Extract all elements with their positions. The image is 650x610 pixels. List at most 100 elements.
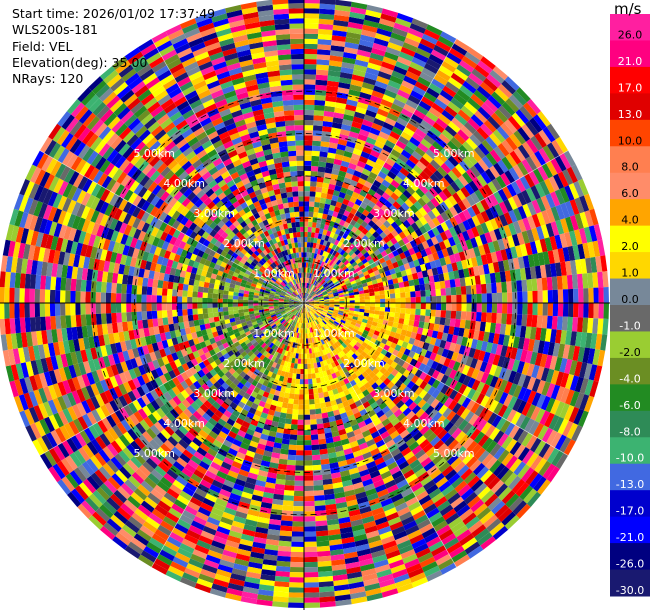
range-bin <box>557 303 564 317</box>
range-bin <box>310 232 316 238</box>
range-bin <box>454 278 461 288</box>
range-bin <box>537 340 545 354</box>
range-bin <box>480 56 496 70</box>
range-bin <box>499 323 507 335</box>
range-bin <box>304 490 315 497</box>
range-bin <box>367 258 375 265</box>
range-bin <box>560 261 567 276</box>
range-bin <box>334 319 341 324</box>
range-bin <box>359 173 369 181</box>
range-bin <box>306 353 310 359</box>
range-bin <box>393 242 401 250</box>
range-bin <box>555 386 566 402</box>
range-bin <box>326 264 331 271</box>
range-bin <box>326 85 339 93</box>
range-bin <box>323 307 329 310</box>
range-bin <box>291 378 296 384</box>
range-bin <box>344 300 350 303</box>
range-bin <box>464 276 471 286</box>
range-bin <box>308 388 314 395</box>
range-bin <box>449 342 457 352</box>
range-bin <box>444 105 458 118</box>
range-bin <box>476 213 486 225</box>
range-bin <box>312 459 321 466</box>
range-bin <box>531 278 538 291</box>
range-bin <box>592 349 601 366</box>
range-bin <box>418 100 432 112</box>
range-bin <box>521 279 528 292</box>
range-bin <box>454 178 465 190</box>
range-bin <box>458 327 465 337</box>
range-bin <box>362 24 378 33</box>
range-bin <box>346 26 363 35</box>
range-bin <box>297 419 304 425</box>
range-bin <box>449 379 458 390</box>
range-bin <box>383 285 390 291</box>
range-bin <box>394 254 402 262</box>
range-bin <box>403 262 411 270</box>
range-bin <box>389 331 396 338</box>
range-bin <box>412 272 419 280</box>
range-bin <box>346 317 353 322</box>
range-bin <box>501 156 513 171</box>
range-bin <box>367 341 375 348</box>
range-bin <box>320 407 328 414</box>
range-bin <box>424 247 433 256</box>
range-bin <box>356 217 364 225</box>
range-bin <box>415 308 421 316</box>
range-bin <box>321 267 327 274</box>
range-bin <box>289 582 304 588</box>
range-bin <box>463 328 470 338</box>
range-bin <box>304 211 309 217</box>
range-bin <box>304 516 316 522</box>
range-bin <box>325 95 337 103</box>
range-bin <box>295 465 304 471</box>
range-bin <box>304 236 308 243</box>
range-bin <box>318 18 334 25</box>
range-bin <box>341 327 347 333</box>
range-bin <box>376 75 390 85</box>
range-bin <box>335 317 342 322</box>
range-bin <box>311 439 319 446</box>
range-bin <box>326 313 332 317</box>
range-bin <box>378 103 391 113</box>
range-bin <box>565 330 572 346</box>
range-bin <box>517 373 527 387</box>
range-bin <box>488 193 499 207</box>
range-bin <box>491 414 503 428</box>
range-bin <box>533 114 547 130</box>
range-bin <box>415 290 421 298</box>
range-bin <box>344 109 356 117</box>
range-bin <box>537 111 551 127</box>
range-bin <box>324 304 330 306</box>
range-bin <box>434 354 442 363</box>
range-bin <box>304 140 313 146</box>
range-bin <box>392 278 399 284</box>
range-bin <box>304 379 309 385</box>
range-bin <box>583 226 593 243</box>
range-bin <box>362 329 369 336</box>
range-bin <box>375 219 384 228</box>
range-bin <box>313 125 323 132</box>
range-bin <box>401 202 410 212</box>
range-bin <box>306 293 309 299</box>
range-bin <box>536 380 546 395</box>
range-bin <box>326 157 335 164</box>
range-bin <box>517 303 523 315</box>
range-bin <box>316 291 322 295</box>
range-bin <box>316 176 324 183</box>
range-bin <box>349 323 356 329</box>
range-bin <box>338 208 346 215</box>
range-bin <box>417 243 425 252</box>
range-bin <box>304 282 307 288</box>
range-bin <box>431 78 446 90</box>
range-bin <box>328 142 338 149</box>
range-bin <box>402 189 412 199</box>
range-bin <box>517 430 529 445</box>
range-bin <box>480 222 490 234</box>
range-bin <box>519 268 527 281</box>
range-bin <box>487 181 498 194</box>
range-bin <box>560 372 570 388</box>
range-bin <box>388 37 405 47</box>
range-bin <box>307 296 312 300</box>
